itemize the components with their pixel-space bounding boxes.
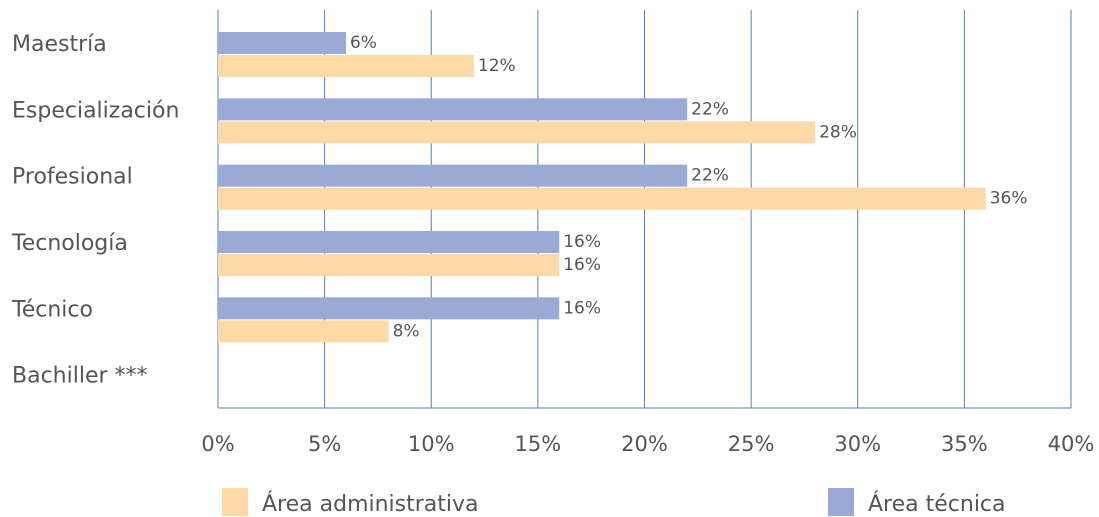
x-tick-label: 25% [728, 432, 775, 456]
value-label: 12% [478, 56, 516, 76]
bar [218, 121, 816, 144]
category-label: Especialización [12, 98, 179, 123]
bar [218, 164, 688, 187]
x-tick-label: 20% [621, 432, 668, 456]
bar [218, 320, 389, 343]
bar [218, 187, 986, 210]
bar [218, 98, 688, 121]
bar [218, 32, 346, 54]
category-label: Tecnología [11, 231, 128, 256]
x-tick-label: 30% [834, 432, 881, 456]
bar [218, 231, 560, 253]
x-tick-label: 5% [308, 432, 341, 456]
legend-swatch [828, 488, 854, 516]
x-tick-label: 10% [408, 432, 455, 456]
x-tick-label: 0% [201, 432, 234, 456]
value-label: 28% [819, 122, 857, 142]
legend-label: Área administrativa [262, 491, 479, 517]
category-label: Profesional [12, 165, 133, 190]
legend-label: Área técnica [868, 491, 1006, 517]
value-label: 8% [393, 321, 420, 341]
value-label: 16% [563, 255, 601, 275]
category-label: Bachiller *** [12, 364, 148, 389]
bar [218, 297, 560, 320]
x-tick-label: 15% [515, 432, 562, 456]
value-label: 6% [350, 33, 377, 53]
category-label: Técnico [11, 297, 93, 322]
bar [218, 55, 474, 77]
value-label: 22% [691, 166, 729, 186]
value-label: 22% [691, 99, 729, 119]
bar [218, 254, 560, 276]
category-label: Maestría [12, 32, 107, 57]
x-tick-label: 40% [1048, 432, 1095, 456]
x-tick-label: 35% [941, 432, 988, 456]
legend-swatch [222, 488, 248, 516]
value-label: 36% [990, 189, 1028, 209]
value-label: 16% [563, 232, 601, 252]
value-label: 16% [563, 298, 601, 318]
